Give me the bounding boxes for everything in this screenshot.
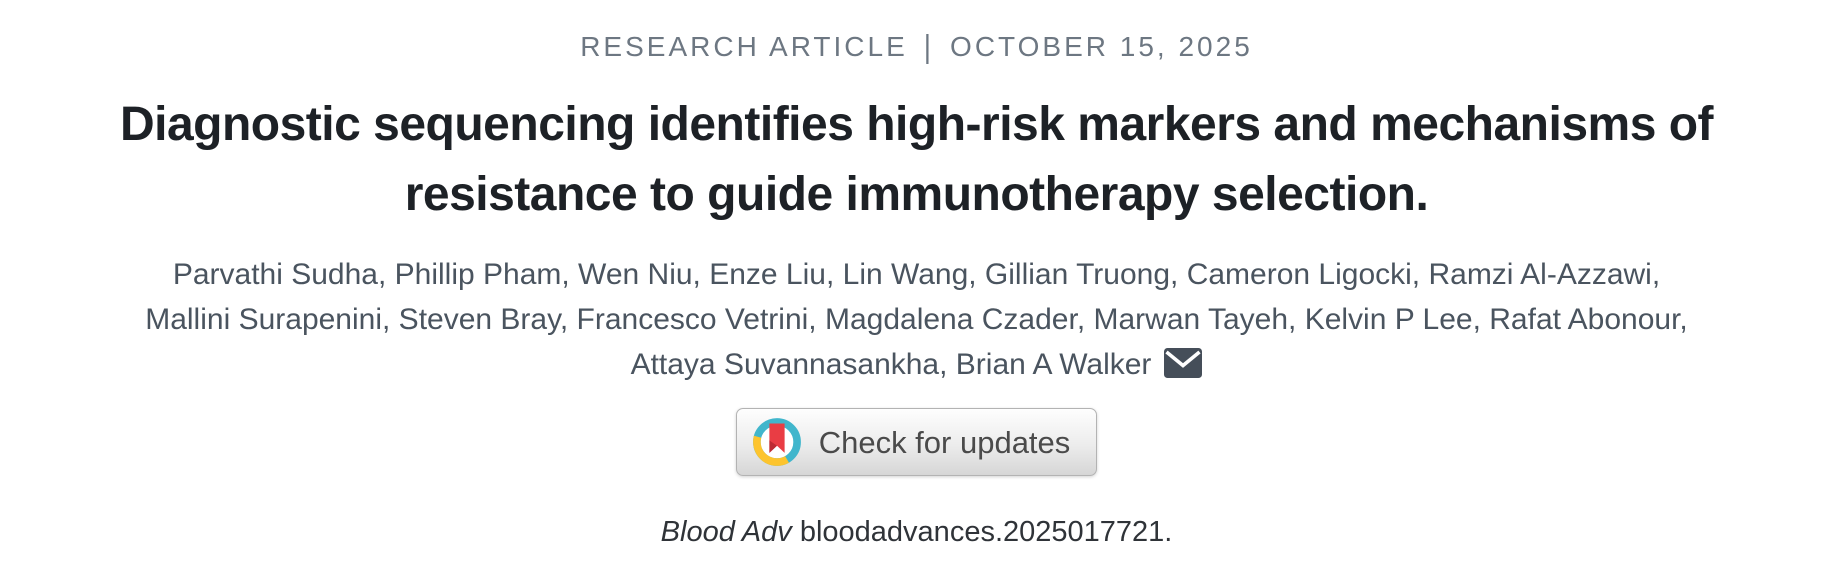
article-type-label: RESEARCH ARTICLE: [580, 31, 908, 62]
citation-line: Blood Adv bloodadvances.2025017721.: [0, 516, 1833, 549]
crossmark-button-container: Check for updates: [0, 408, 1833, 476]
article-meta-row: RESEARCH ARTICLE | OCTOBER 15, 2025: [0, 28, 1833, 65]
article-doi-id: bloodadvances.2025017721.: [799, 516, 1173, 548]
crossmark-logo-icon: [752, 417, 802, 467]
author-line: Mallini Surapenini, Steven Bray, Frances…: [145, 303, 1688, 336]
check-for-updates-label: Check for updates: [818, 424, 1071, 460]
publication-date: OCTOBER 15, 2025: [950, 31, 1253, 62]
meta-separator: |: [923, 28, 935, 65]
envelope-icon[interactable]: [1164, 346, 1203, 391]
check-for-updates-button[interactable]: Check for updates: [735, 408, 1098, 476]
author-list: Parvathi Sudha, Phillip Pham, Wen Niu, E…: [0, 252, 1833, 391]
journal-abbreviation: Blood Adv: [660, 516, 792, 548]
article-title: Diagnostic sequencing identifies high-ri…: [119, 98, 1714, 221]
author-line: Parvathi Sudha, Phillip Pham, Wen Niu, E…: [172, 258, 1661, 291]
author-line: Attaya Suvannasankha, Brian A Walker: [0, 342, 1833, 391]
